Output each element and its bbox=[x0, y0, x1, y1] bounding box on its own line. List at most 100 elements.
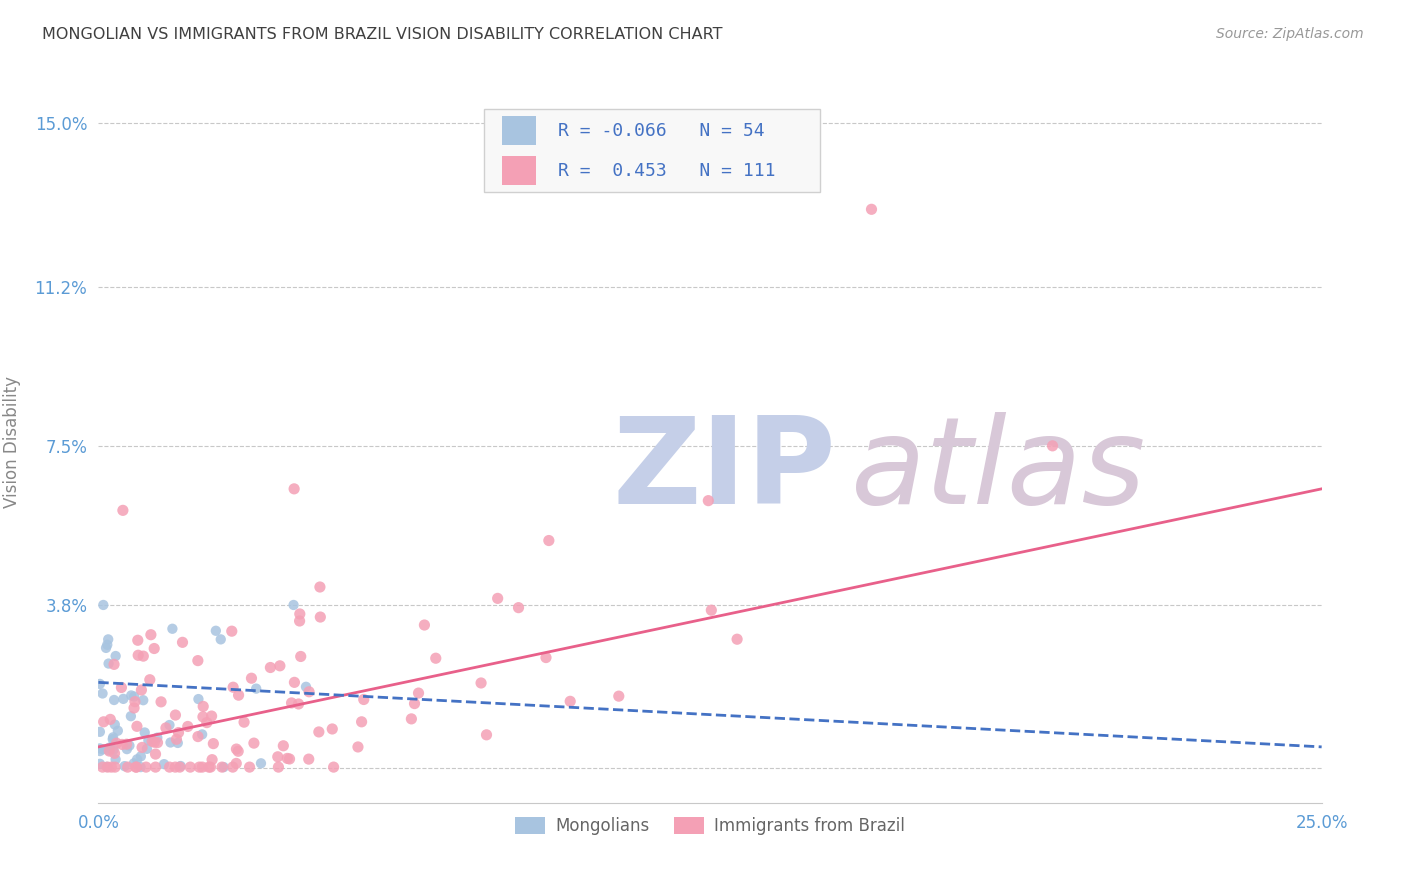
Point bbox=[98, 744, 121, 758]
Point bbox=[240, 671, 263, 685]
Point bbox=[205, 624, 228, 638]
Point bbox=[117, 760, 139, 774]
Point bbox=[98, 712, 121, 726]
Text: atlas: atlas bbox=[851, 412, 1146, 529]
Point bbox=[96, 638, 118, 652]
Point bbox=[200, 709, 222, 723]
Point bbox=[122, 690, 145, 704]
Point bbox=[187, 692, 209, 706]
Point bbox=[202, 737, 225, 751]
Point bbox=[118, 739, 141, 753]
Point bbox=[105, 736, 128, 750]
Point bbox=[96, 760, 118, 774]
Point bbox=[103, 747, 125, 761]
Point bbox=[141, 734, 163, 748]
Point bbox=[115, 737, 138, 751]
Point bbox=[103, 693, 125, 707]
Point bbox=[287, 697, 309, 711]
Point bbox=[560, 694, 582, 708]
Point bbox=[127, 752, 149, 766]
Point bbox=[179, 760, 201, 774]
Point bbox=[125, 760, 148, 774]
Point bbox=[269, 658, 291, 673]
Point bbox=[127, 648, 149, 663]
Point bbox=[209, 632, 232, 647]
Point bbox=[103, 657, 125, 672]
Point bbox=[245, 681, 267, 696]
Point bbox=[129, 760, 152, 774]
Point bbox=[172, 635, 194, 649]
Point bbox=[222, 760, 245, 774]
Point bbox=[283, 598, 305, 612]
Point bbox=[89, 724, 111, 739]
Point bbox=[475, 728, 498, 742]
Point bbox=[135, 760, 157, 774]
Point bbox=[135, 741, 157, 756]
Point bbox=[165, 732, 187, 747]
Text: Source: ZipAtlas.com: Source: ZipAtlas.com bbox=[1216, 27, 1364, 41]
Point bbox=[198, 760, 221, 774]
Point bbox=[259, 660, 281, 674]
FancyBboxPatch shape bbox=[502, 156, 536, 185]
Point bbox=[91, 742, 114, 756]
FancyBboxPatch shape bbox=[484, 109, 820, 193]
Point bbox=[91, 686, 114, 700]
Point bbox=[347, 739, 370, 754]
Point bbox=[115, 742, 138, 756]
Point bbox=[725, 632, 748, 647]
Point bbox=[212, 760, 235, 774]
Point bbox=[607, 689, 630, 703]
Point bbox=[131, 740, 153, 755]
Point bbox=[193, 699, 215, 714]
Point bbox=[321, 722, 343, 736]
Point bbox=[191, 710, 214, 724]
Point bbox=[104, 648, 127, 663]
Point bbox=[537, 533, 560, 548]
Point bbox=[225, 756, 247, 771]
Point bbox=[94, 640, 117, 655]
Point bbox=[221, 624, 243, 639]
Point bbox=[125, 719, 148, 733]
Point bbox=[153, 757, 176, 772]
Point bbox=[298, 752, 321, 766]
Point bbox=[308, 725, 330, 739]
Point bbox=[211, 760, 233, 774]
Point bbox=[425, 651, 447, 665]
Point bbox=[145, 760, 167, 774]
Point bbox=[201, 753, 224, 767]
Point bbox=[169, 759, 191, 773]
Point bbox=[165, 760, 187, 774]
Point bbox=[89, 744, 111, 758]
Point bbox=[1042, 439, 1064, 453]
Point bbox=[104, 717, 127, 731]
Point bbox=[107, 723, 129, 738]
Point bbox=[165, 708, 187, 723]
Point bbox=[250, 756, 273, 771]
Point bbox=[700, 603, 723, 617]
Point bbox=[155, 721, 177, 735]
Point bbox=[89, 756, 111, 771]
Point bbox=[143, 641, 166, 656]
Point bbox=[132, 693, 155, 707]
Point bbox=[283, 675, 305, 690]
Point bbox=[132, 649, 155, 664]
Point bbox=[150, 695, 173, 709]
Point bbox=[120, 709, 142, 723]
Point bbox=[167, 725, 190, 739]
Point bbox=[104, 760, 127, 774]
Point bbox=[162, 622, 184, 636]
Point bbox=[860, 202, 883, 217]
Point bbox=[127, 633, 149, 648]
Point bbox=[228, 688, 250, 702]
Point bbox=[309, 610, 332, 624]
Point bbox=[470, 676, 492, 690]
Point bbox=[97, 632, 120, 647]
Point bbox=[100, 760, 122, 774]
Point bbox=[243, 736, 266, 750]
Point bbox=[110, 681, 132, 695]
Point bbox=[111, 503, 134, 517]
Point bbox=[188, 760, 211, 774]
Point bbox=[350, 714, 373, 729]
Point bbox=[697, 493, 720, 508]
Point bbox=[322, 760, 344, 774]
